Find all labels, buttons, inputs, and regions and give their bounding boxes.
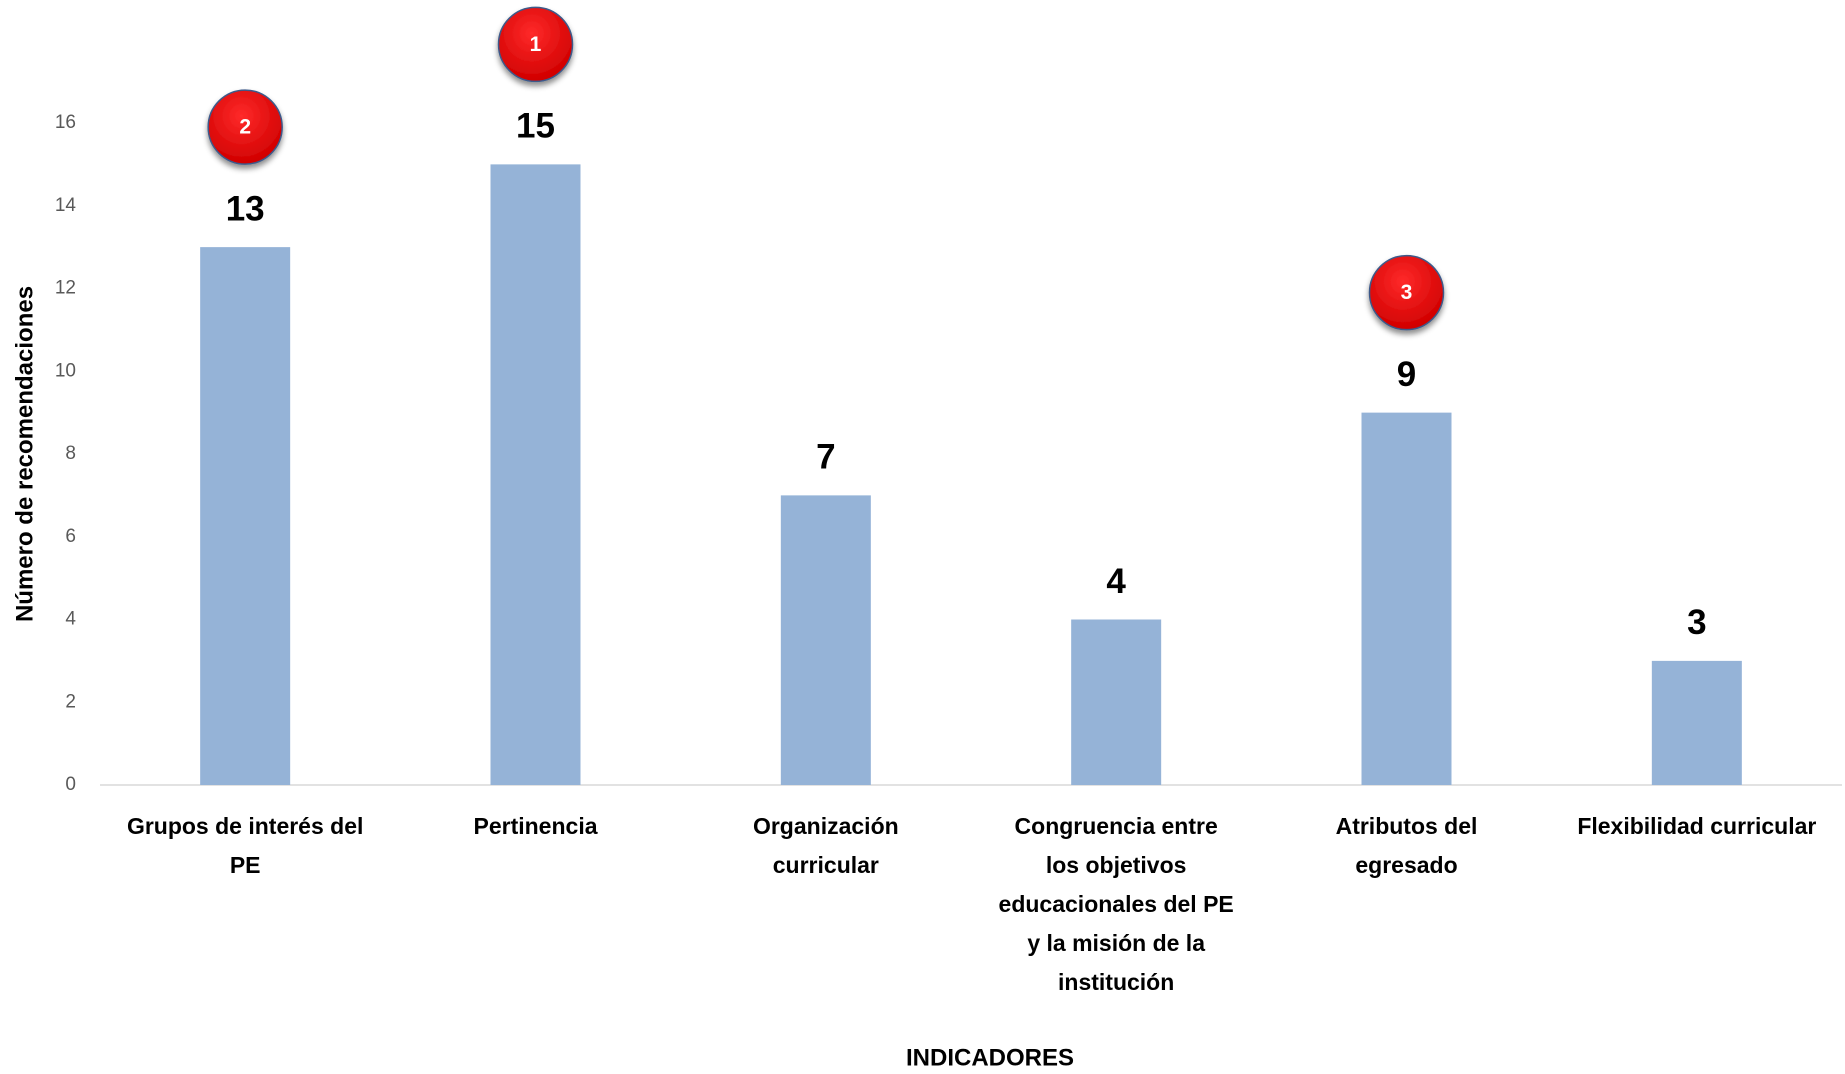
rank-badge-label: 1 xyxy=(530,33,542,56)
y-tick-label: 12 xyxy=(55,278,76,299)
y-tick-label: 10 xyxy=(55,360,76,381)
bar xyxy=(490,164,581,785)
x-tick-label-line: institución xyxy=(1058,969,1174,995)
value-label: 9 xyxy=(1397,355,1416,394)
rank-badge xyxy=(1368,254,1445,331)
x-tick-label-line: Atributos del xyxy=(1336,813,1478,839)
rank-badge xyxy=(497,6,574,83)
rank-badge xyxy=(207,89,283,165)
bar xyxy=(200,247,291,785)
y-tick-label: 4 xyxy=(65,609,76,630)
rank-badge-label: 2 xyxy=(239,116,251,139)
x-tick-label-line: egresado xyxy=(1355,852,1457,878)
value-label: 4 xyxy=(1106,562,1126,601)
value-label: 15 xyxy=(516,107,555,146)
rank-badge-label: 3 xyxy=(1401,281,1413,304)
value-label: 3 xyxy=(1687,603,1706,642)
value-label: 7 xyxy=(816,438,835,477)
x-tick-label-line: curricular xyxy=(773,852,879,878)
y-tick-label: 8 xyxy=(65,443,76,464)
value-label: 13 xyxy=(226,189,265,228)
x-tick-label-line: Pertinencia xyxy=(474,813,598,839)
y-tick-label: 6 xyxy=(65,526,76,547)
y-axis-title: Número de recomendaciones xyxy=(11,286,38,622)
y-tick-label: 2 xyxy=(65,691,76,712)
bar xyxy=(1361,412,1452,785)
x-tick-label-line: los objetivos xyxy=(1046,852,1187,878)
x-tick-label-line: Congruencia entre xyxy=(1015,813,1218,839)
x-tick-label: Congruencia entre los objetivos educaciona… xyxy=(999,813,1234,995)
x-tick-label: Pertinencia xyxy=(474,813,598,839)
bar xyxy=(1071,619,1162,785)
x-tick-label: Grupos de interés del PE xyxy=(127,813,363,878)
x-tick-label: Organización curricular xyxy=(753,813,899,878)
y-tick-label: 14 xyxy=(55,195,77,216)
x-tick-label-line: Flexibilidad curricular xyxy=(1577,813,1816,839)
x-tick-label-line: Organización xyxy=(753,813,899,839)
x-tick-label: Atributos del egresado xyxy=(1336,813,1478,878)
x-tick-label-line: educacionales del PE xyxy=(999,891,1234,917)
bar xyxy=(780,495,871,785)
bar xyxy=(1651,660,1742,785)
y-tick-label: 16 xyxy=(55,112,76,133)
x-axis-title: INDICADORES xyxy=(906,1044,1074,1071)
y-tick-label: 0 xyxy=(65,774,76,795)
x-tick-label: Flexibilidad curricular xyxy=(1577,813,1816,839)
x-tick-label-line: Grupos de interés del xyxy=(127,813,363,839)
x-tick-label-line: y la misión de la xyxy=(1027,930,1205,956)
x-tick-label-line: PE xyxy=(230,852,261,878)
